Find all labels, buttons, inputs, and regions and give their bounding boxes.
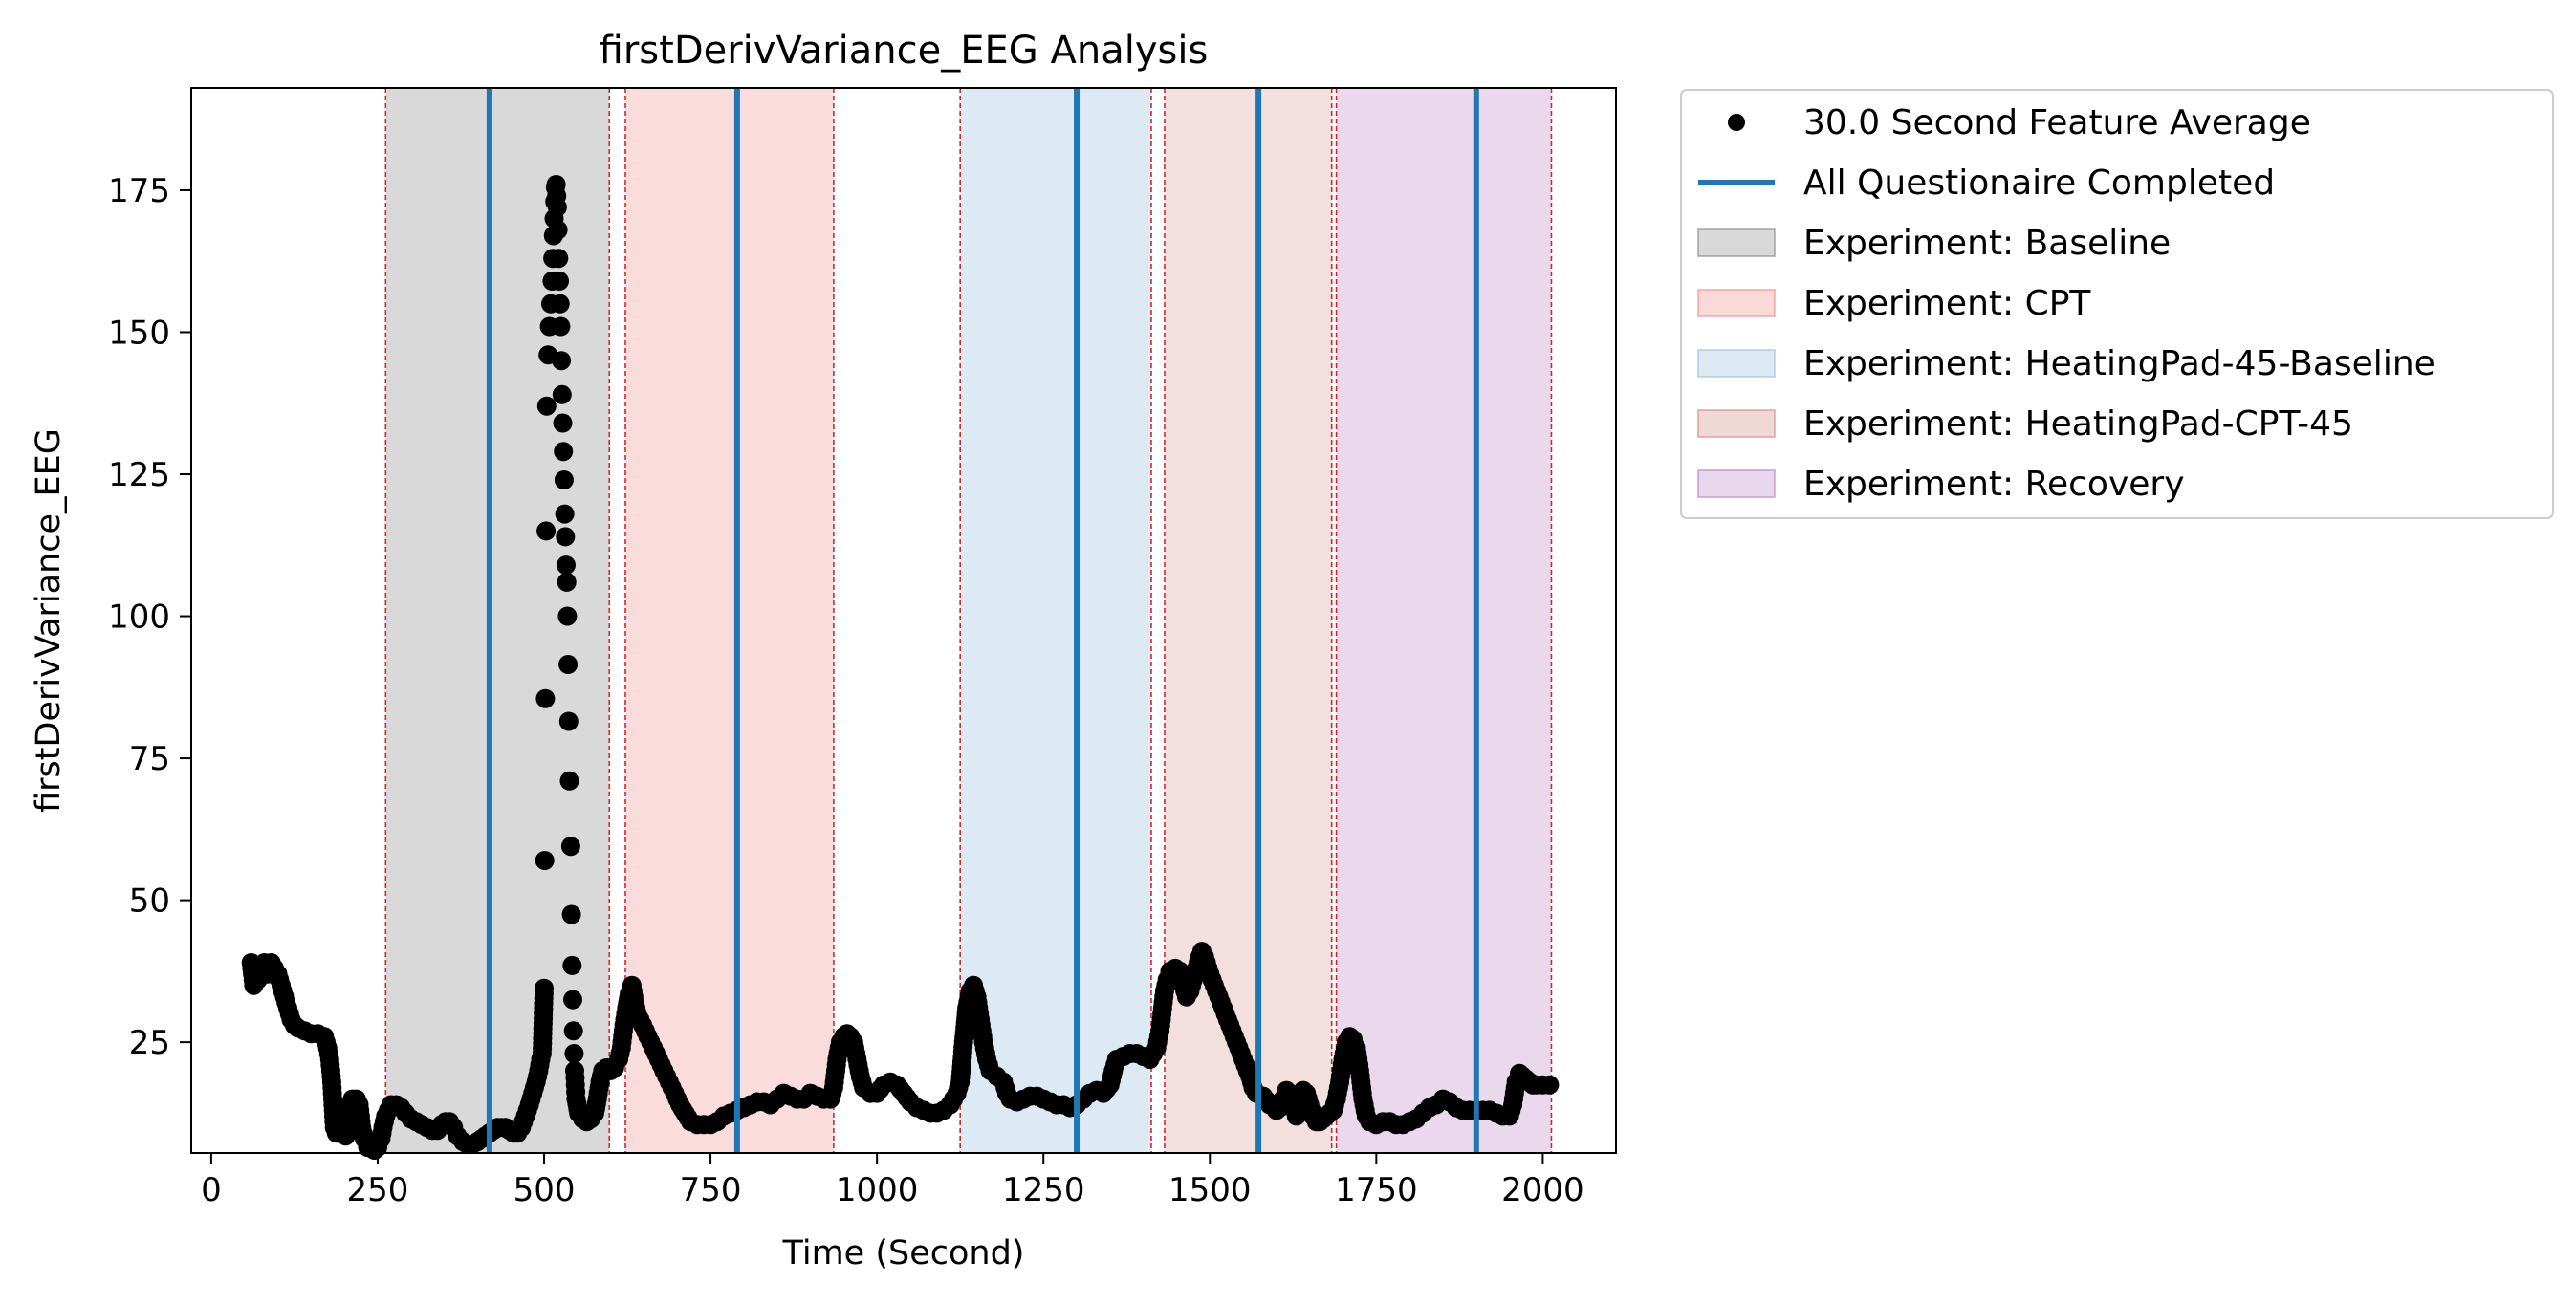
data-point-163	[557, 555, 576, 576]
region-5	[1336, 88, 1552, 1153]
data-point-166	[558, 655, 579, 674]
data-point-158	[553, 413, 573, 433]
data-point-138	[536, 396, 557, 416]
data-point-137	[536, 521, 557, 541]
x-tick-label-1000: 1000	[836, 1171, 919, 1209]
feature-average-points	[241, 175, 1560, 1160]
data-point-168	[559, 771, 579, 791]
data-point-172	[563, 990, 582, 1010]
legend-handle-3	[1697, 228, 1776, 257]
legend-label-1: 30.0 Second Feature Average	[1803, 103, 2311, 142]
plot-frame	[190, 87, 1617, 1154]
legend-handle-6	[1697, 409, 1776, 438]
data-point-154	[550, 294, 570, 314]
data-point-150	[547, 197, 567, 217]
legend-handle-7	[1697, 469, 1776, 498]
data-point-170	[561, 904, 581, 924]
x-tick-label-750: 750	[680, 1171, 742, 1209]
legend-handle-5	[1697, 349, 1776, 378]
x-axis-ticks: 0 250 500 750 1000 1250 1500 1750 2000	[201, 1153, 1584, 1209]
chart-title: firstDerivVariance_EEG Analysis	[600, 29, 1209, 73]
region-3	[960, 88, 1152, 1153]
x-tick-label-1750: 1750	[1335, 1171, 1418, 1209]
data-point-157	[552, 384, 572, 404]
legend-handle-1	[1728, 114, 1745, 131]
y-tick-label-75: 75	[129, 740, 170, 778]
legend-box	[1680, 89, 2554, 519]
data-point-171	[562, 955, 582, 975]
x-tick-label-2000: 2000	[1501, 1171, 1584, 1209]
legend: 30.0 Second Feature Average All Questiona…	[1680, 89, 2554, 519]
legend-label-5: Experiment: HeatingPad-45-Baseline	[1803, 344, 2435, 383]
legend-label-6: Experiment: HeatingPad-CPT-45	[1803, 404, 2353, 444]
y-axis-ticks: 25 50 75 100 125 150 175	[108, 172, 191, 1062]
y-tick-label-50: 50	[129, 882, 170, 921]
legend-label-4: Experiment: CPT	[1803, 284, 2091, 323]
legend-handle-4	[1697, 289, 1776, 317]
data-point-152	[549, 249, 569, 269]
y-tick-label-100: 100	[108, 598, 170, 637]
legend-label-7: Experiment: Recovery	[1803, 465, 2185, 504]
x-tick-label-500: 500	[513, 1171, 576, 1209]
data-point-173	[563, 1021, 583, 1041]
data-point-151	[548, 220, 568, 240]
data-point-134	[535, 978, 554, 998]
x-axis-label: Time (Second)	[782, 1234, 1025, 1272]
data-point-160	[554, 470, 574, 489]
y-tick-label-125: 125	[108, 456, 170, 494]
data-point-153	[550, 272, 569, 291]
data-point-159	[554, 442, 574, 462]
y-tick-label-150: 150	[108, 314, 170, 352]
data-point-156	[552, 351, 572, 371]
data-point-155	[551, 316, 571, 337]
data-point-136	[535, 688, 556, 708]
x-tick-label-1250: 1250	[1002, 1171, 1085, 1209]
y-tick-label-25: 25	[129, 1024, 170, 1062]
data-point-167	[558, 711, 579, 731]
y-tick-label-175: 175	[108, 172, 170, 210]
legend-label-2: All Questionaire Completed	[1803, 163, 2275, 203]
y-axis-label: firstDerivVariance_EEG	[30, 428, 68, 813]
data-point-164	[557, 572, 577, 592]
x-tick-label-0: 0	[201, 1171, 222, 1209]
data-point-161	[555, 504, 575, 524]
questionnaire-lines	[486, 88, 1479, 1153]
region-2	[624, 88, 834, 1153]
data-point-162	[556, 527, 576, 547]
x-tick-label-250: 250	[347, 1171, 409, 1209]
data-point-165	[557, 606, 578, 626]
experiment-regions	[385, 88, 1552, 1153]
data-point-169	[560, 837, 580, 857]
data-point-174	[564, 1044, 584, 1063]
data-point-135	[535, 851, 555, 870]
legend-label-3: Experiment: Baseline	[1803, 224, 2171, 263]
x-tick-label-1500: 1500	[1168, 1171, 1252, 1209]
data-point-509	[1539, 1075, 1560, 1095]
